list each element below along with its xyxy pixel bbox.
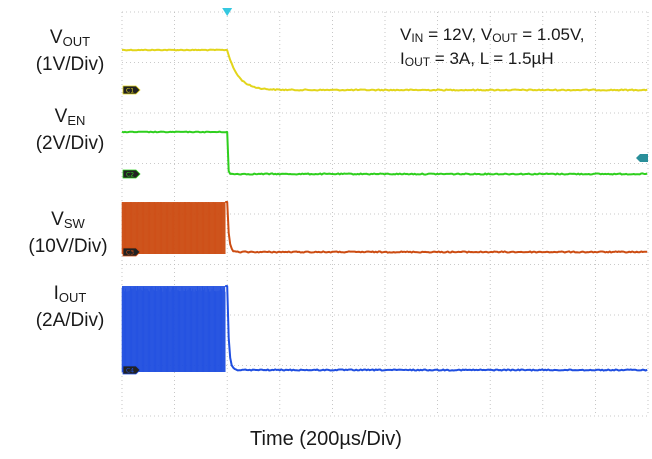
conditions-line-2: IOUT = 3A, L = 1.5µH bbox=[400, 49, 554, 69]
trace-ven bbox=[121, 130, 648, 176]
switching-noise-vsw bbox=[121, 202, 226, 254]
vsw-label: VSW (10V/Div) bbox=[28, 209, 108, 257]
channel-marker-text: C4 bbox=[126, 368, 134, 375]
channel-marker-c3: C3 bbox=[122, 247, 141, 257]
trace-vout bbox=[121, 48, 648, 92]
vout-label: VOUT (1V/Div) bbox=[35, 27, 105, 75]
trigger-marker bbox=[222, 8, 233, 16]
trace-line-vsw bbox=[225, 201, 648, 254]
channel-marker-text: C3 bbox=[126, 250, 134, 257]
trace-line-vout bbox=[121, 48, 648, 92]
channel-marker-text: C2 bbox=[126, 172, 134, 179]
ven-label: VEN (2V/Div) bbox=[35, 106, 105, 154]
channel-marker-text: C1 bbox=[126, 88, 134, 95]
trace-line-iout bbox=[225, 285, 648, 372]
trace-line-ven bbox=[121, 130, 648, 176]
trigger-level-marker bbox=[636, 154, 648, 162]
trace-vsw bbox=[121, 201, 648, 254]
iout-label: IOUT (2A/Div) bbox=[35, 283, 105, 331]
conditions-line-1: VIN = 12V, VOUT = 1.05V, bbox=[400, 25, 585, 45]
channel-marker-c2: C2 bbox=[122, 169, 141, 179]
channel-markers: C1 C2 C3 C4 bbox=[122, 85, 648, 375]
traces bbox=[121, 48, 648, 372]
x-axis-label: Time (200µs/Div) bbox=[250, 428, 402, 450]
channel-marker-c4: C4 bbox=[122, 365, 141, 375]
switching-noise-iout bbox=[121, 286, 226, 372]
channel-marker-c1: C1 bbox=[122, 85, 141, 95]
trace-iout bbox=[121, 285, 648, 372]
